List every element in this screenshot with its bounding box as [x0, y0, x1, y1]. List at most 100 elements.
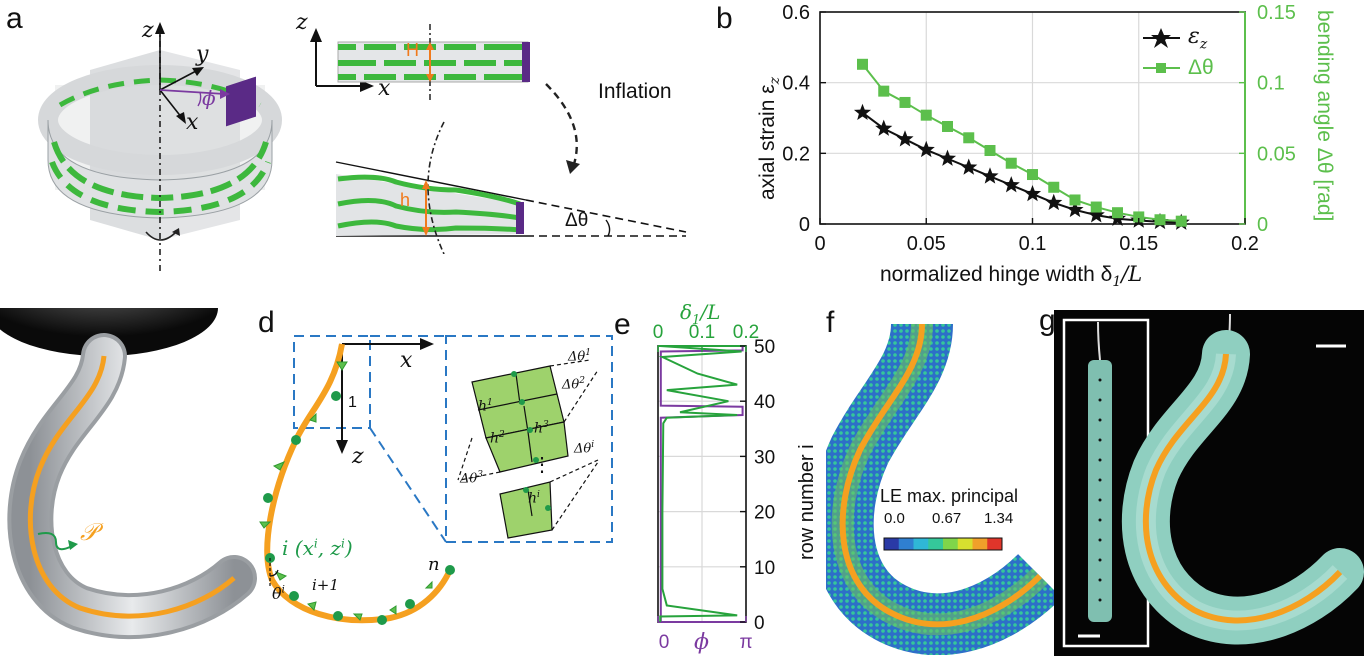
colorbar-tick-2: 1.34 — [984, 510, 1014, 527]
chart-b-legend — [1143, 28, 1180, 73]
chart-b: 0 0.05 0.1 0.15 0.200.20.40.600.050.10.15 — [782, 2, 1296, 255]
tick-label-y2: 0.15 — [1257, 2, 1296, 24]
data-point-strain — [1066, 200, 1084, 218]
panel-label-f: f — [826, 306, 835, 339]
data-point-strain — [938, 149, 957, 166]
data-point-angle — [899, 96, 911, 108]
chart-b-series — [853, 58, 1190, 230]
data-point-angle — [984, 145, 996, 157]
data-point-strain — [1087, 206, 1105, 223]
axis-z-label: z — [142, 18, 154, 43]
tick-label-y: 0.4 — [782, 73, 810, 95]
inset-hi: hi — [528, 490, 540, 507]
fe-simulation-image — [826, 322, 1056, 655]
curve-axis-x-label: x — [400, 348, 413, 373]
tick-label-y: 0.6 — [782, 2, 810, 24]
inset-dt2: Δθ2 — [562, 376, 585, 393]
colorbar-frame — [883, 537, 1003, 551]
tick-label-y: 10 — [754, 558, 775, 579]
hinge-height-h-label: h — [400, 190, 411, 210]
data-point-strain — [896, 130, 914, 147]
fabricated-actuator-photo — [1054, 310, 1364, 656]
tick-label-x: π — [739, 632, 752, 653]
colorbar-tick-0: 0.0 — [884, 510, 905, 527]
data-point-angle — [1154, 214, 1166, 226]
theta-i-label: θi — [272, 584, 285, 603]
hinge-strip-illustration — [310, 24, 687, 254]
panel-label-g: g — [1039, 304, 1056, 337]
data-point-angle — [1027, 169, 1038, 181]
delta-theta-label: Δθ — [565, 210, 589, 231]
chart-e-x2label: δ1/L — [680, 300, 721, 328]
data-point-angle — [1048, 181, 1060, 193]
data-point-angle — [963, 132, 975, 144]
tick-label-y: 20 — [754, 503, 775, 524]
legend-label-angle: Δθ — [1188, 56, 1214, 79]
series-line-1 — [658, 345, 742, 622]
chart-b-xlabel: normalized hinge width δ1/L — [880, 262, 1143, 291]
strip-axis-z-label: z — [296, 10, 308, 35]
tick-label-x: 0.1 — [1019, 233, 1047, 255]
tick-label-x2: 0 — [653, 322, 664, 343]
fe-colorbar — [883, 537, 1003, 551]
colorbar-swatch — [957, 538, 973, 550]
data-point-strain — [1045, 193, 1063, 211]
data-point-angle — [1112, 207, 1123, 219]
chart-e-series — [658, 345, 744, 622]
series-line-1 — [861, 63, 1182, 223]
data-point-angle — [942, 120, 953, 132]
colorbar-swatch — [928, 538, 944, 550]
data-point-angle — [920, 109, 932, 121]
colorbar-title: LE max. principal — [880, 486, 1019, 507]
tick-label-y: 50 — [754, 337, 775, 358]
node-i-plus-1-label: i+1 — [312, 576, 339, 594]
panel-label-b: b — [716, 2, 733, 35]
hinge-height-H-label: H — [406, 40, 419, 60]
tick-label-x: 0 — [659, 632, 670, 653]
data-point-angle — [1090, 201, 1102, 213]
data-point-angle — [1069, 194, 1081, 206]
colorbar-tick-1: 0.67 — [932, 510, 962, 527]
inset-h2: h2 — [490, 430, 505, 447]
tick-label-x: 0.2 — [1231, 233, 1259, 255]
discretized-curve-diagram — [259, 335, 613, 625]
inset-dti: Δθi — [574, 440, 595, 457]
inset-h1: h1 — [478, 398, 493, 415]
inset-vertical-dots: ⋮ — [532, 454, 552, 476]
legend-marker-angle — [1156, 63, 1166, 73]
panel-label-e: e — [614, 308, 631, 341]
data-point-strain — [875, 119, 893, 136]
data-point-angle — [1133, 211, 1145, 223]
kirigami-ring-illustration — [38, 22, 282, 272]
legend-label-strain: εz — [1188, 24, 1208, 53]
chart-e-ylabel: row number i — [796, 444, 818, 560]
colorbar-swatch — [943, 538, 959, 550]
axis-y-label: y — [196, 42, 209, 67]
tick-label-x2: 0.2 — [733, 322, 759, 343]
colorbar-swatch — [972, 538, 988, 550]
colorbar-swatch — [913, 538, 929, 550]
node-1-label: 1 — [348, 394, 357, 411]
colorbar-swatch — [987, 538, 1003, 550]
tick-label-y: 30 — [754, 447, 775, 468]
data-point-angle — [1005, 157, 1017, 169]
chart-e-grid — [658, 346, 746, 622]
path-P-label: 𝒫 — [80, 518, 98, 546]
data-point-strain — [917, 140, 935, 158]
curve-axis-z-label: z — [352, 444, 364, 469]
data-point-strain — [1023, 184, 1042, 202]
curve-nodes — [263, 391, 455, 625]
data-point-angle — [1175, 215, 1187, 227]
data-point-angle — [878, 85, 890, 97]
tick-label-y2: 0.1 — [1257, 73, 1285, 95]
tick-label-x2: 0.1 — [689, 322, 715, 343]
tick-label-y: 0 — [799, 214, 810, 236]
angle-phi-label: ϕ — [202, 86, 216, 110]
series-line-0 — [659, 346, 744, 622]
data-point-strain — [1002, 176, 1020, 193]
tick-label-y2: 0.05 — [1257, 143, 1296, 165]
tick-label-y: 40 — [754, 392, 775, 413]
colorbar-swatch — [898, 538, 914, 550]
chart-b-ylabel: axial strain εz — [756, 77, 784, 200]
